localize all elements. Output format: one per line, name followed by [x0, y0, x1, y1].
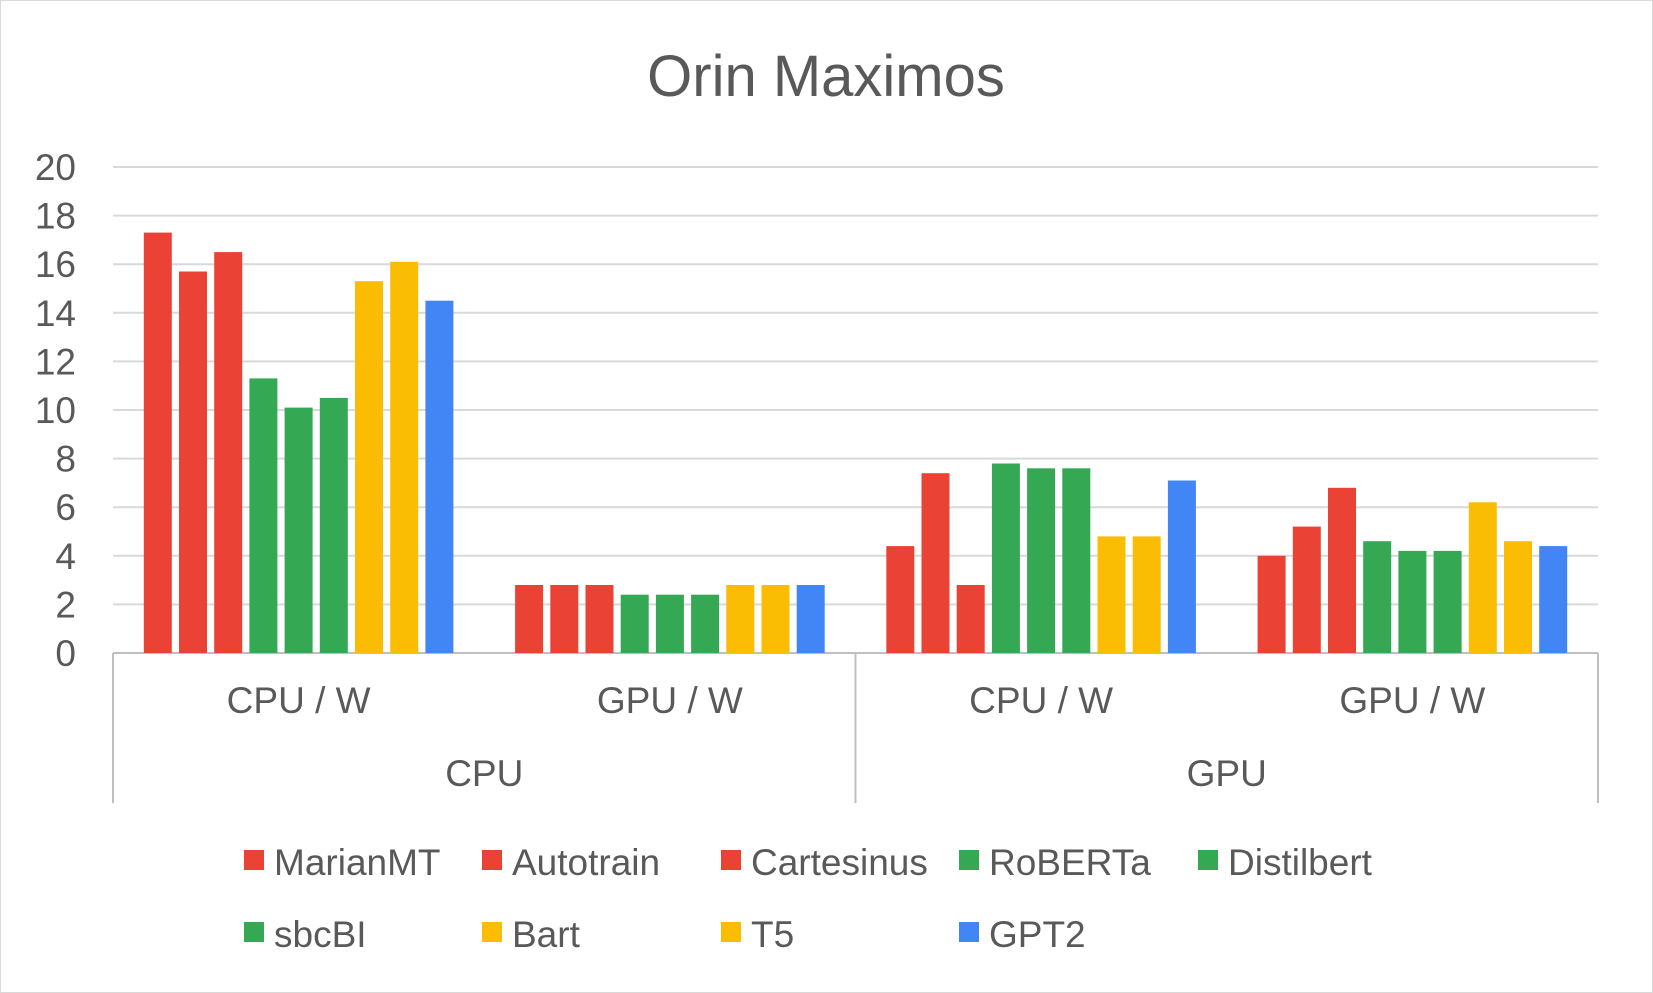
- legend-swatch-distilbert: [1198, 850, 1218, 870]
- legend-label-gpt2: GPT2: [989, 914, 1086, 955]
- bar-t5-3: [1504, 541, 1532, 653]
- bar-gpt2-3: [1539, 546, 1568, 653]
- bar-cartesinus-3: [1328, 487, 1356, 653]
- group-label: CPU: [445, 753, 523, 794]
- bar-sbcbi-1: [691, 594, 720, 653]
- bar-bart-0: [355, 281, 383, 653]
- bar-t5-0: [390, 261, 419, 653]
- y-tick-label: 6: [55, 487, 76, 528]
- bar-distilbert-1: [655, 594, 684, 653]
- category-label: GPU / W: [597, 680, 743, 721]
- y-tick-label: 4: [55, 536, 76, 577]
- bar-autotrain-2: [921, 473, 950, 653]
- category-axis: CPU / W GPU / W CPU CPU / W GPU / W GPU: [112, 653, 1599, 803]
- bar-gpt2-2: [1167, 480, 1196, 653]
- y-tick-label: 16: [35, 244, 76, 285]
- legend-swatch-marianmt: [244, 850, 264, 870]
- group-label: GPU: [1187, 753, 1267, 794]
- legend-swatch-gpt2: [959, 922, 979, 942]
- bar-distilbert-0: [284, 407, 313, 653]
- legend-swatch-autotrain: [482, 850, 502, 870]
- legend-label-marianmt: MarianMT: [274, 842, 441, 883]
- legend-label-autotrain: Autotrain: [512, 842, 660, 883]
- chart-title: Orin Maximos: [647, 44, 1005, 109]
- legend-swatch-cartesinus: [721, 850, 741, 870]
- legend-label-bart: Bart: [512, 914, 581, 955]
- bar-autotrain-1: [550, 585, 579, 653]
- bar-roberta-0: [249, 378, 278, 653]
- category-label: CPU / W: [227, 680, 371, 721]
- legend-label-distilbert: Distilbert: [1228, 842, 1373, 883]
- y-axis-ticks: 0 2 4 6 8 10 12 14 16 18 20: [35, 147, 76, 674]
- bar-sbcbi-3: [1433, 550, 1462, 653]
- bar-cartesinus-0: [214, 252, 243, 653]
- y-tick-label: 2: [55, 584, 76, 625]
- legend-label-roberta: RoBERTa: [989, 842, 1151, 883]
- bar-cartesinus-2: [956, 585, 985, 653]
- legend-swatch-roberta: [959, 850, 979, 870]
- bar-roberta-1: [620, 594, 649, 653]
- bar-autotrain-3: [1292, 526, 1321, 653]
- bar-roberta-3: [1363, 541, 1392, 653]
- bar-t5-2: [1132, 536, 1161, 653]
- category-label: GPU / W: [1339, 680, 1485, 721]
- y-tick-label: 10: [35, 390, 76, 431]
- y-tick-label: 8: [55, 439, 76, 480]
- bar-distilbert-3: [1398, 550, 1427, 653]
- bar-sbcbi-0: [319, 397, 348, 653]
- bars: [143, 232, 1568, 653]
- legend-label-cartesinus: Cartesinus: [751, 842, 928, 883]
- bar-distilbert-2: [1027, 468, 1056, 653]
- bar-bart-1: [726, 585, 755, 653]
- legend: MarianMT Autotrain Cartesinus RoBERTa Distil…: [244, 842, 1373, 955]
- y-tick-label: 20: [35, 147, 76, 188]
- bar-autotrain-0: [179, 271, 207, 653]
- bar-sbcbi-2: [1062, 468, 1091, 653]
- bar-t5-1: [761, 585, 790, 653]
- bar-gpt2-1: [796, 585, 825, 653]
- category-label: CPU / W: [969, 680, 1113, 721]
- bar-gpt2-0: [425, 300, 454, 653]
- legend-swatch-sbcbi: [244, 922, 264, 942]
- bar-marianmt-3: [1257, 555, 1286, 653]
- bar-marianmt-2: [886, 546, 915, 653]
- legend-label-t5: T5: [751, 914, 794, 955]
- legend-label-sbcbi: sbcBI: [274, 914, 367, 955]
- legend-swatch-t5: [721, 922, 741, 942]
- bar-roberta-2: [991, 463, 1020, 653]
- bar-marianmt-0: [143, 232, 172, 653]
- y-tick-label: 12: [35, 341, 76, 382]
- bar-bart-2: [1097, 536, 1126, 653]
- y-tick-label: 14: [35, 293, 76, 334]
- bar-bart-3: [1468, 502, 1497, 653]
- y-tick-label: 0: [55, 633, 76, 674]
- y-tick-label: 18: [35, 196, 76, 237]
- bar-marianmt-1: [515, 585, 544, 653]
- legend-swatch-bart: [482, 922, 502, 942]
- bar-cartesinus-1: [585, 585, 614, 653]
